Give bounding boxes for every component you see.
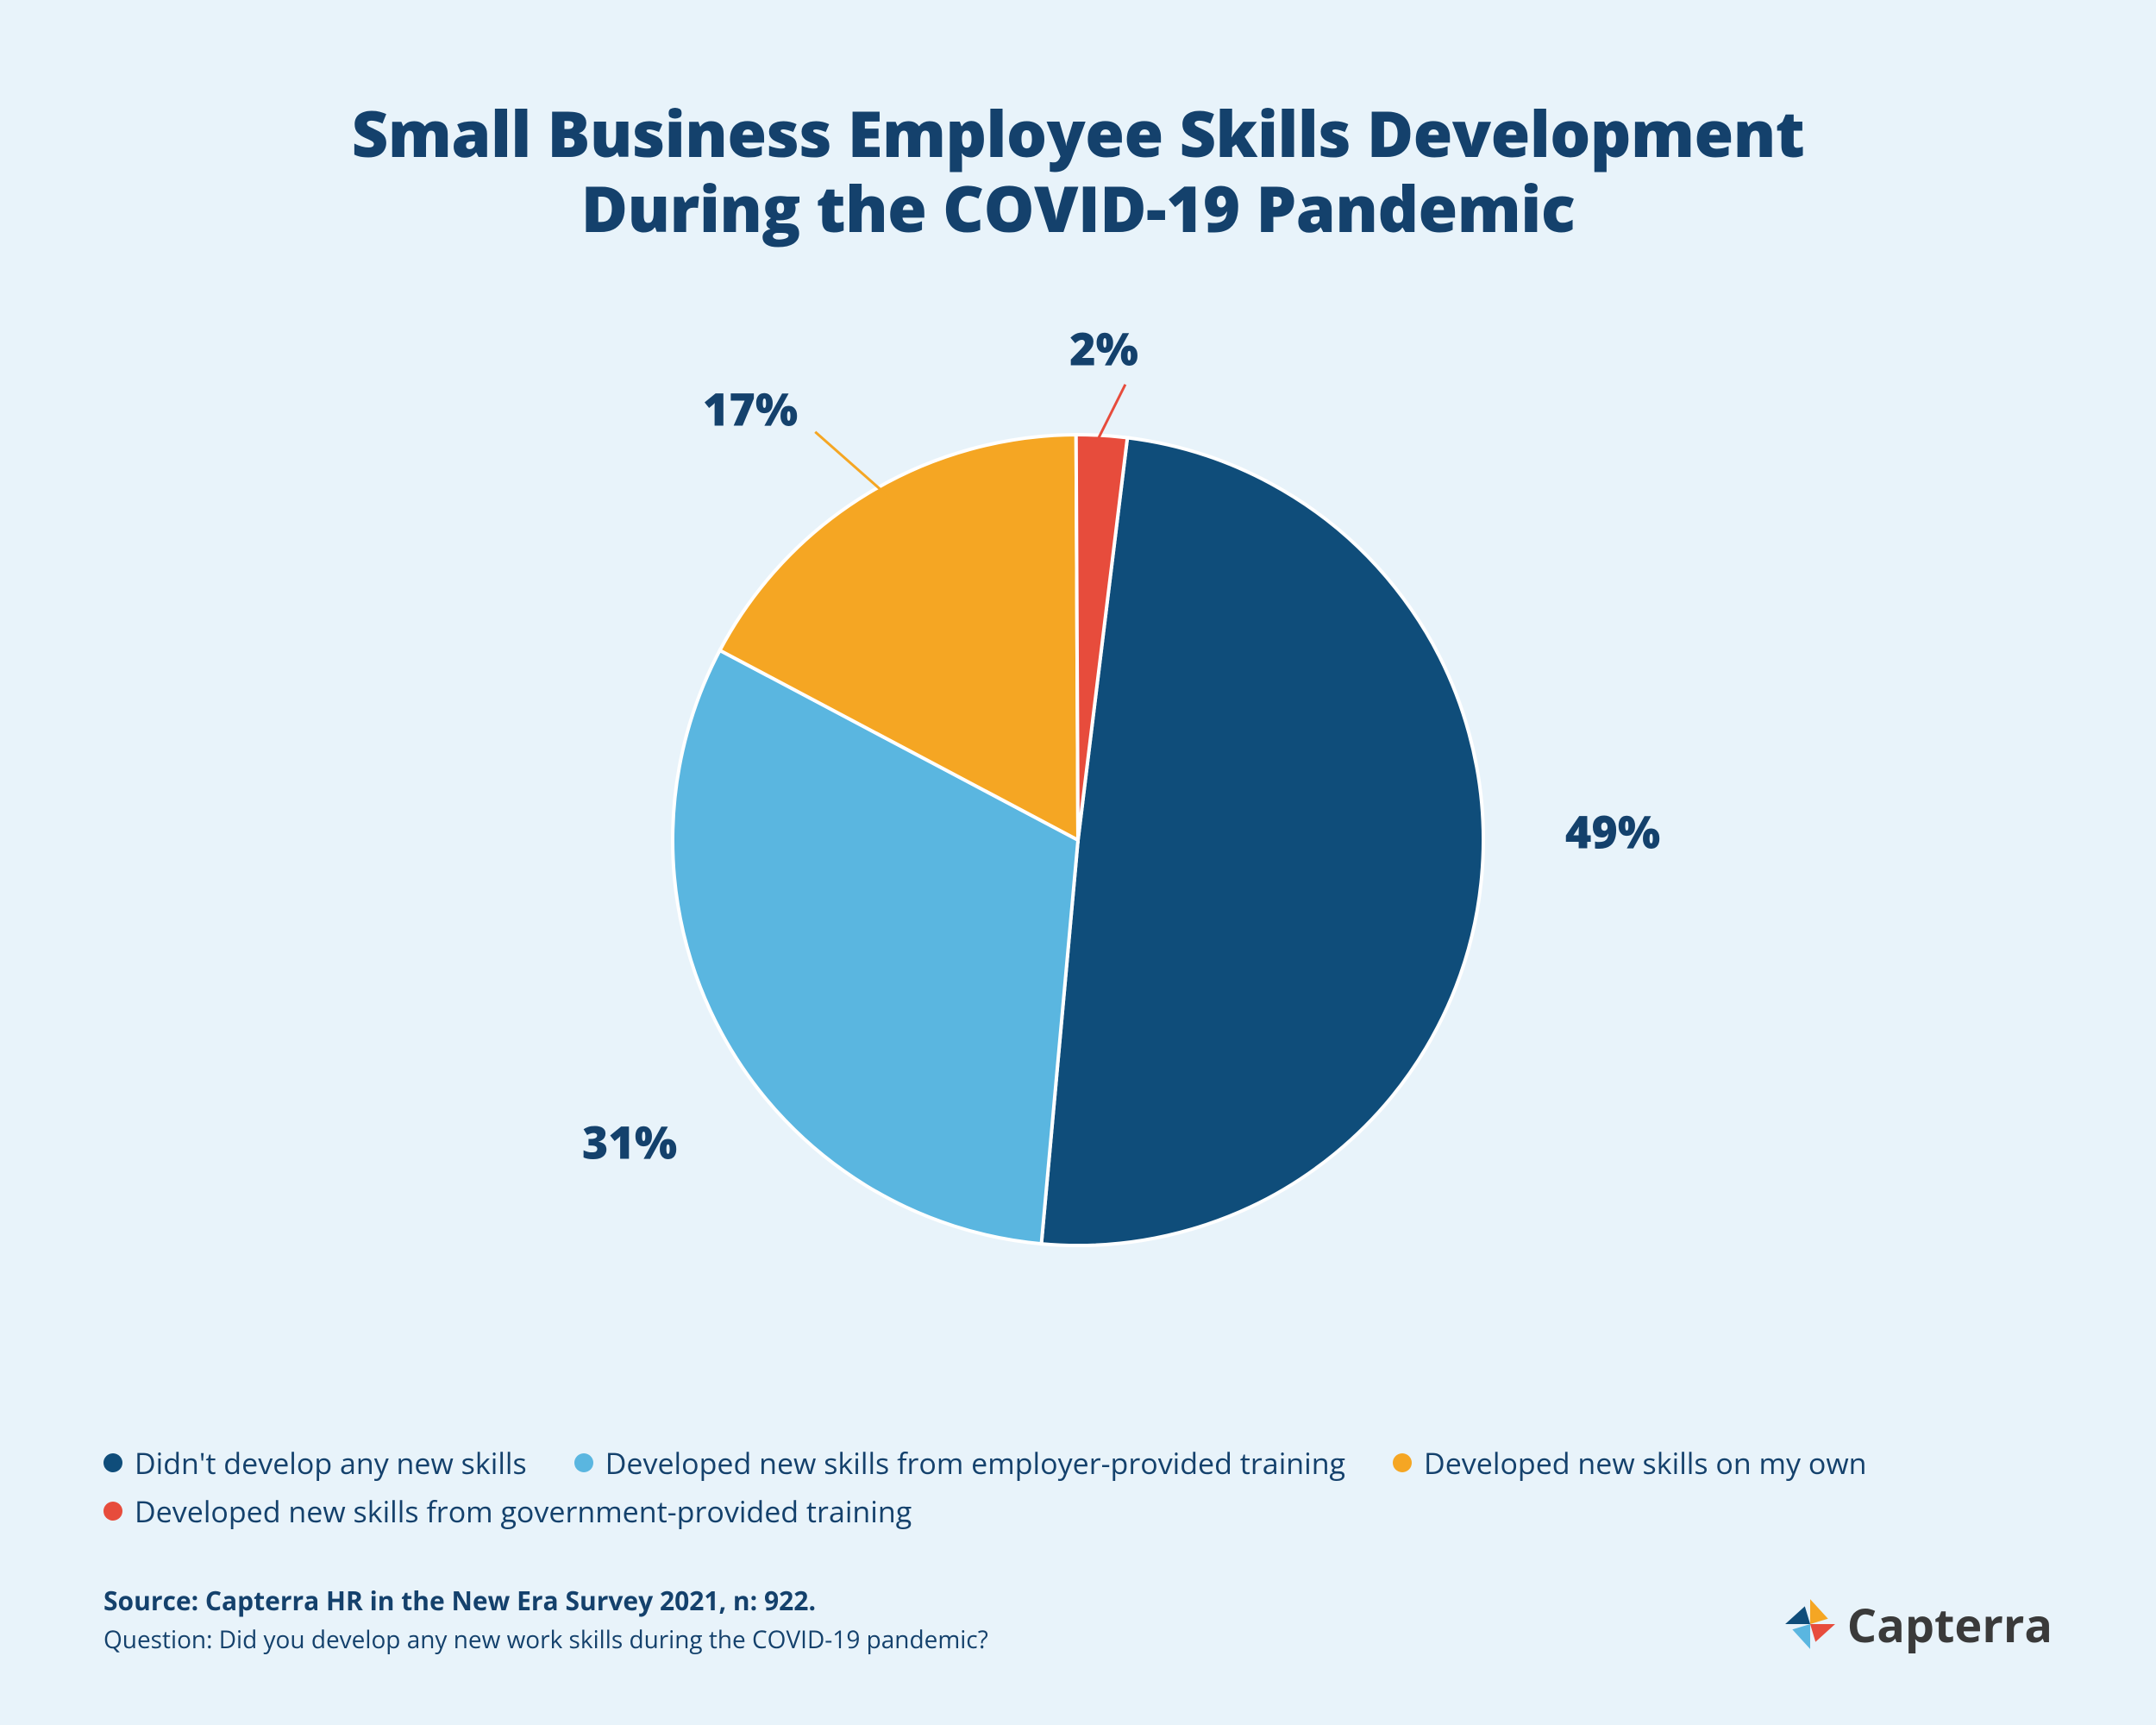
legend-swatch	[103, 1453, 122, 1472]
legend-swatch	[103, 1502, 122, 1521]
legend-label: Developed new skills from employer-provi…	[605, 1443, 1345, 1483]
source-line: Source: Capterra HR in the New Era Surve…	[103, 1583, 988, 1618]
legend-swatch	[1393, 1453, 1412, 1472]
legend-swatch	[574, 1453, 593, 1472]
source-block: Source: Capterra HR in the New Era Surve…	[103, 1583, 988, 1656]
page-title: Small Business Employee Skills Developme…	[103, 95, 2053, 246]
legend-label: Didn't develop any new skills	[135, 1443, 527, 1483]
question-line: Question: Did you develop any new work s…	[103, 1623, 988, 1656]
legend-label: Developed new skills from government-pro…	[135, 1491, 912, 1531]
legend-item: Didn't develop any new skills	[103, 1443, 527, 1483]
title-line-2: During the COVID-19 Pandemic	[581, 164, 1575, 251]
pie-svg	[664, 426, 1492, 1254]
legend: Didn't develop any new skills Developed n…	[103, 1443, 2053, 1531]
title-line-1: Small Business Employee Skills Developme…	[352, 89, 1805, 176]
footer: Source: Capterra HR in the New Era Surve…	[103, 1583, 2053, 1656]
legend-label: Developed new skills on my own	[1424, 1443, 1867, 1483]
slice-label: 2%	[1069, 317, 1138, 379]
legend-item: Developed new skills on my own	[1393, 1443, 1867, 1483]
logo-text: Capterra	[1847, 1592, 2053, 1656]
infographic-page: Small Business Employee Skills Developme…	[0, 0, 2156, 1725]
legend-item: Developed new skills from employer-provi…	[574, 1443, 1345, 1483]
slice-label: 31%	[582, 1111, 677, 1172]
legend-item: Developed new skills from government-pro…	[103, 1491, 912, 1531]
slice-label: 17%	[703, 378, 798, 439]
slice-label: 49%	[1565, 800, 1660, 862]
capterra-arrow-icon	[1783, 1597, 1837, 1651]
pie-chart: 49% 31% 17% 2%	[103, 246, 2053, 1434]
capterra-logo: Capterra	[1783, 1592, 2053, 1656]
